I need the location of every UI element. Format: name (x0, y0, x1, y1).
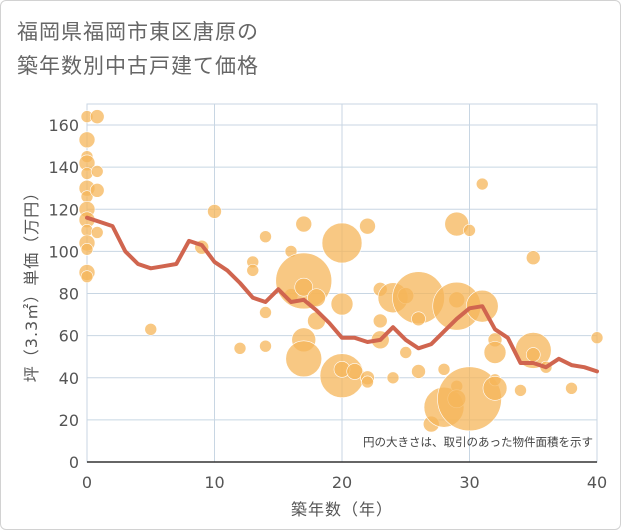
grid-lines (87, 104, 598, 462)
bubble-point (386, 371, 400, 385)
chart-title-line-1: 福岡県福岡市東区唐原の (17, 20, 259, 44)
bubble-point (80, 224, 94, 237)
y-tick-label: 120 (48, 200, 79, 219)
bubble-point (463, 224, 476, 237)
chart-title: 福岡県福岡市東区唐原の 築年数別中古戸建て価格 (17, 15, 259, 83)
y-tick-label: 100 (48, 242, 79, 261)
bubble-point (361, 375, 374, 389)
bubble-point (285, 340, 323, 378)
x-tick-label: 20 (332, 473, 352, 492)
bubble-point (399, 346, 413, 359)
y-tick-label: 160 (48, 116, 79, 135)
bubble-point (294, 277, 314, 297)
bubble-point (246, 264, 260, 277)
bubble-point (346, 363, 364, 380)
x-axis-label: 築年数（年） (291, 500, 393, 519)
bubble-point (307, 288, 326, 308)
bubble-point (89, 109, 105, 124)
y-tick-label: 40 (59, 369, 79, 388)
bubble-point (565, 381, 578, 395)
x-tick-label: 30 (459, 473, 479, 492)
bubble-point (514, 384, 527, 397)
bubble-point (233, 341, 247, 355)
y-tick-label: 0 (69, 453, 79, 472)
bubble-point (80, 167, 94, 180)
bubble-point (475, 177, 489, 191)
y-tick-label: 140 (48, 158, 79, 177)
bubble-point (90, 165, 104, 178)
bubble-point (525, 347, 541, 362)
bubble-point (330, 292, 354, 316)
x-tick-label: 40 (587, 473, 607, 492)
bubble-point (437, 363, 451, 376)
y-axis-label: 坪（3.3㎡）単価（万円） (22, 184, 41, 382)
bubble-point (78, 131, 96, 149)
bubble-point (372, 313, 388, 329)
bubble-point (525, 250, 541, 266)
bubble-point (90, 226, 104, 239)
bubble-point (89, 183, 105, 198)
bubble-point (321, 222, 363, 264)
trend-line (85, 215, 599, 374)
bubble-point (259, 230, 272, 243)
trend-series (85, 215, 599, 374)
bubble-point (359, 217, 376, 235)
x-tick-label: 10 (204, 473, 224, 492)
axis-ticks: 0 10 20 30 40 0 20 40 60 80 100 120 140 160 (48, 116, 607, 492)
bubble-point (80, 270, 94, 283)
bubble-point (411, 311, 426, 327)
bubble-point (207, 204, 222, 219)
bubble-point (482, 375, 508, 401)
bubble-point (444, 211, 470, 237)
bubble-point (80, 243, 94, 256)
bubble-point (295, 215, 313, 233)
chart-title-line-2: 築年数別中古戸建て価格 (17, 54, 259, 78)
bubble-point (483, 341, 507, 364)
bubble-series (78, 109, 604, 433)
bubble-point (411, 364, 426, 379)
y-tick-label: 80 (59, 285, 79, 304)
bubble-point (144, 323, 158, 336)
bubble-point (590, 331, 604, 345)
y-tick-label: 20 (59, 411, 79, 430)
y-tick-label: 60 (59, 327, 79, 346)
bubble-size-note: 円の大きさは、取引のあった物件面積を示す (363, 435, 593, 449)
x-tick-label: 0 (82, 473, 92, 492)
bubble-point (259, 339, 272, 353)
bubble-point (259, 306, 272, 319)
